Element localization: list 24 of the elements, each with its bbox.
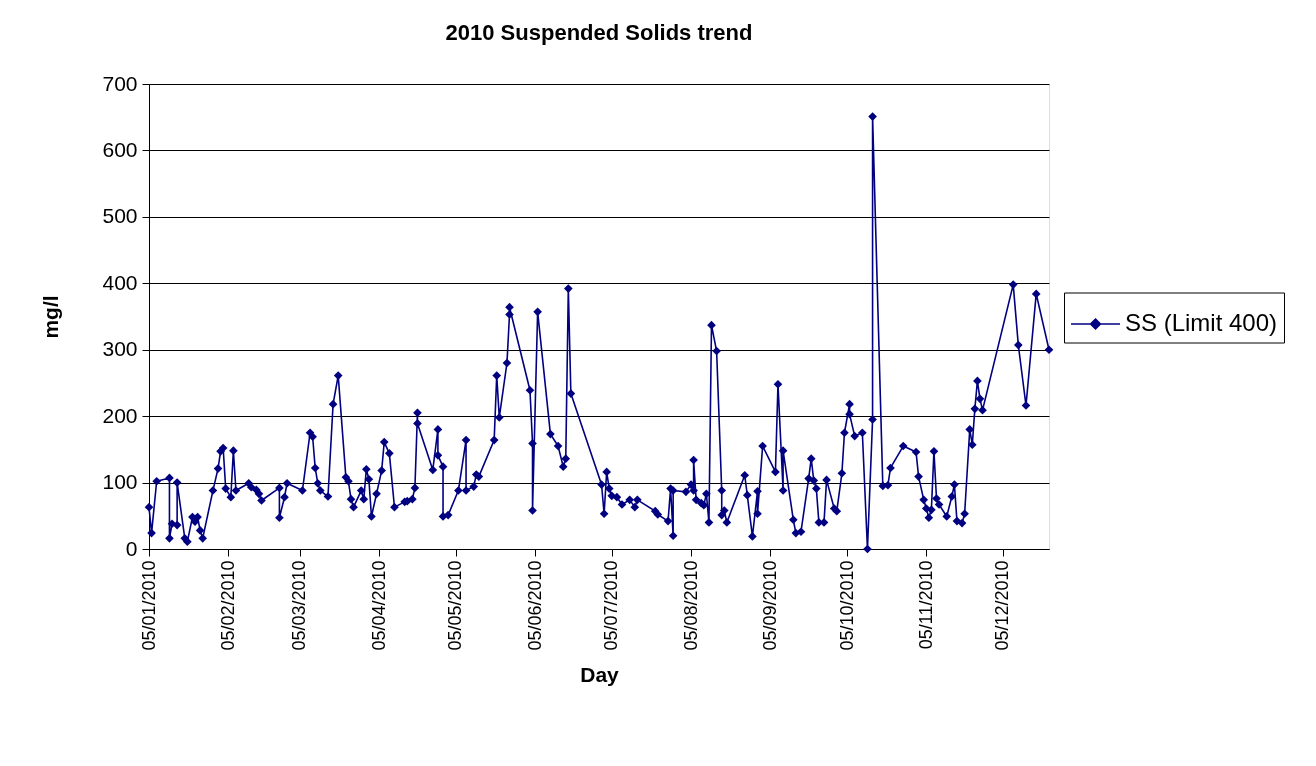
y-tick-label: 300 bbox=[102, 337, 138, 361]
x-axis-title: Day bbox=[580, 662, 620, 686]
x-tick-label: 05/09/2010 bbox=[759, 560, 780, 651]
x-tick-label: 05/02/2010 bbox=[217, 560, 238, 651]
y-tick-label: 200 bbox=[102, 403, 138, 427]
x-tick-label: 05/08/2010 bbox=[680, 560, 701, 651]
y-tick-label: 700 bbox=[102, 71, 138, 95]
x-tick-label: 05/05/2010 bbox=[445, 560, 466, 651]
chart-title: 2010 Suspended Solids trend bbox=[445, 20, 753, 45]
y-tick-label: 100 bbox=[102, 470, 138, 494]
y-tick-label: 400 bbox=[102, 270, 138, 294]
x-tick-label: 05/07/2010 bbox=[601, 560, 622, 651]
y-tick-label: 0 bbox=[125, 536, 138, 560]
x-tick-label: 05/06/2010 bbox=[524, 560, 545, 651]
y-tick-label: 500 bbox=[102, 204, 138, 228]
y-axis-title: mg/l bbox=[39, 295, 63, 339]
x-tick-label: 05/10/2010 bbox=[836, 560, 857, 651]
x-tick-label: 05/01/2010 bbox=[138, 560, 159, 651]
y-tick-label: 600 bbox=[102, 137, 138, 161]
x-tick-label: 05/03/2010 bbox=[289, 560, 310, 651]
x-tick-label: 05/12/2010 bbox=[992, 560, 1013, 651]
legend-label: SS (Limit 400) bbox=[1125, 309, 1278, 336]
x-tick-label: 05/11/2010 bbox=[915, 560, 936, 650]
x-tick-label: 05/04/2010 bbox=[368, 560, 389, 651]
